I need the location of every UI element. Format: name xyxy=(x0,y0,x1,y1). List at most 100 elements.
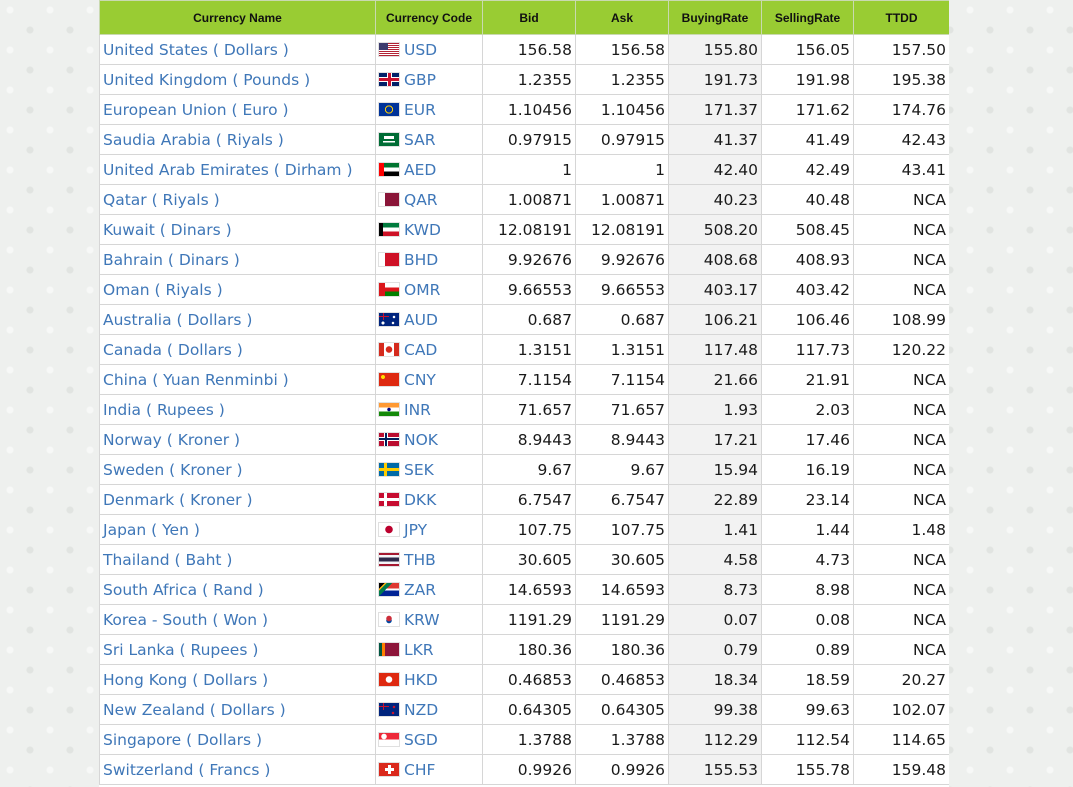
currency-code-link[interactable]: BHD xyxy=(404,250,439,269)
currency-name-link[interactable]: India ( Rupees ) xyxy=(103,400,225,419)
currency-code-link[interactable]: SEK xyxy=(404,460,434,479)
table-row: Denmark ( Kroner ) DKK 6.7547 6.7547 22.89 23… xyxy=(99,484,949,515)
ask-cell: 7.1154 xyxy=(575,364,669,395)
table-row: New Zealand ( Dollars ) NZD 0.64305 0.64305… xyxy=(99,694,949,725)
currency-code-cell: SEK xyxy=(375,454,483,485)
selling-rate-cell: 106.46 xyxy=(761,304,854,335)
currency-code-link[interactable]: CAD xyxy=(404,340,438,359)
currency-name-link[interactable]: Saudia Arabia ( Riyals ) xyxy=(103,130,284,149)
currency-code-link[interactable]: LKR xyxy=(404,640,434,659)
currency-rates-table: Currency Name Currency Code Bid Ask Buyi… xyxy=(99,0,949,785)
currency-code-link[interactable]: THB xyxy=(404,550,436,569)
table-row: Kuwait ( Dinars ) KWD 12.08191 12.08191 508.… xyxy=(99,214,949,245)
currency-name-link[interactable]: Norway ( Kroner ) xyxy=(103,430,241,449)
currency-name-link[interactable]: Australia ( Dollars ) xyxy=(103,310,253,329)
currency-code-link[interactable]: SAR xyxy=(404,130,436,149)
currency-name-link[interactable]: New Zealand ( Dollars ) xyxy=(103,700,286,719)
new-zealand-flag-icon xyxy=(379,702,399,716)
currency-code-link[interactable]: AUD xyxy=(404,310,438,329)
currency-name-link[interactable]: Korea - South ( Won ) xyxy=(103,610,269,629)
currency-name-link[interactable]: European Union ( Euro ) xyxy=(103,100,289,119)
currency-name-link[interactable]: United Arab Emirates ( Dirham ) xyxy=(103,160,353,179)
ttdd-cell: 20.27 xyxy=(853,664,949,695)
currency-name-link[interactable]: United States ( Dollars ) xyxy=(103,40,289,59)
currency-code-link[interactable]: JPY xyxy=(404,520,428,539)
currency-name-link[interactable]: Sri Lanka ( Rupees ) xyxy=(103,640,259,659)
header-selling-rate: SellingRate xyxy=(761,0,854,35)
currency-code-link[interactable]: USD xyxy=(404,40,438,59)
ttdd-cell: NCA xyxy=(853,424,949,455)
currency-code-link[interactable]: EUR xyxy=(404,100,436,119)
selling-rate-cell: 191.98 xyxy=(761,64,854,95)
table-row: United States ( Dollars ) USD 156.58 156.58… xyxy=(99,34,949,65)
table-row: Japan ( Yen ) JPY 107.75 107.75 1.41 1.44 1.48 xyxy=(99,514,949,545)
currency-name-link[interactable]: Qatar ( Riyals ) xyxy=(103,190,220,209)
currency-name-link[interactable]: Switzerland ( Francs ) xyxy=(103,760,271,779)
currency-code-link[interactable]: SGD xyxy=(404,730,438,749)
header-ask: Ask xyxy=(575,0,669,35)
currency-code-link[interactable]: CNY xyxy=(404,370,436,389)
bid-cell: 6.7547 xyxy=(482,484,576,515)
table-row: Sri Lanka ( Rupees ) LKR 180.36 180.36 0.79 0… xyxy=(99,634,949,665)
currency-code-link[interactable]: CHF xyxy=(404,760,436,779)
table-body: United States ( Dollars ) USD 156.58 156.58… xyxy=(99,34,949,785)
currency-name-link[interactable]: China ( Yuan Renminbi ) xyxy=(103,370,289,389)
currency-code-cell: KWD xyxy=(375,214,483,245)
currency-name-link[interactable]: Denmark ( Kroner ) xyxy=(103,490,253,509)
currency-name-link[interactable]: Oman ( Riyals ) xyxy=(103,280,223,299)
currency-name-link[interactable]: Singapore ( Dollars ) xyxy=(103,730,263,749)
ask-cell: 1.3151 xyxy=(575,334,669,365)
currency-code-cell: THB xyxy=(375,544,483,575)
currency-code-link[interactable]: KRW xyxy=(404,610,440,629)
currency-code-link[interactable]: QAR xyxy=(404,190,438,209)
selling-rate-cell: 17.46 xyxy=(761,424,854,455)
table-header: Currency Name Currency Code Bid Ask Buyi… xyxy=(99,0,949,35)
currency-code-link[interactable]: KWD xyxy=(404,220,441,239)
currency-name-link[interactable]: Sweden ( Kroner ) xyxy=(103,460,243,479)
currency-code-link[interactable]: INR xyxy=(404,400,431,419)
currency-name-cell: New Zealand ( Dollars ) xyxy=(99,694,376,725)
sri-lanka-flag-icon xyxy=(379,642,399,656)
currency-code-link[interactable]: NOK xyxy=(404,430,438,449)
currency-code-cell: NOK xyxy=(375,424,483,455)
selling-rate-cell: 156.05 xyxy=(761,34,854,65)
currency-name-link[interactable]: Thailand ( Baht ) xyxy=(103,550,233,569)
header-row: Currency Name Currency Code Bid Ask Buyi… xyxy=(99,0,949,35)
ttdd-cell: 1.48 xyxy=(853,514,949,545)
currency-code-link[interactable]: NZD xyxy=(404,700,439,719)
buying-rate-cell: 191.73 xyxy=(668,64,762,95)
bid-cell: 12.08191 xyxy=(482,214,576,245)
currency-name-link[interactable]: South Africa ( Rand ) xyxy=(103,580,264,599)
hong-kong-flag-icon xyxy=(379,672,399,686)
currency-name-link[interactable]: Kuwait ( Dinars ) xyxy=(103,220,232,239)
selling-rate-cell: 41.49 xyxy=(761,124,854,155)
currency-name-link[interactable]: United Kingdom ( Pounds ) xyxy=(103,70,311,89)
currency-name-link[interactable]: Japan ( Yen ) xyxy=(103,520,200,539)
currency-name-link[interactable]: Hong Kong ( Dollars ) xyxy=(103,670,269,689)
singapore-flag-icon xyxy=(379,732,399,746)
currency-code-cell: QAR xyxy=(375,184,483,215)
selling-rate-cell: 171.62 xyxy=(761,94,854,125)
currency-code-link[interactable]: DKK xyxy=(404,490,437,509)
currency-name-link[interactable]: Canada ( Dollars ) xyxy=(103,340,243,359)
currency-code-link[interactable]: AED xyxy=(404,160,437,179)
currency-code-link[interactable]: HKD xyxy=(404,670,438,689)
currency-code-link[interactable]: GBP xyxy=(404,70,436,89)
selling-rate-cell: 0.89 xyxy=(761,634,854,665)
currency-code-cell: KRW xyxy=(375,604,483,635)
table-row: South Africa ( Rand ) ZAR 14.6593 14.6593 8.… xyxy=(99,574,949,605)
table-row: Sweden ( Kroner ) SEK 9.67 9.67 15.94 16.19 NC… xyxy=(99,454,949,485)
currency-name-link[interactable]: Bahrain ( Dinars ) xyxy=(103,250,240,269)
currency-code-link[interactable]: ZAR xyxy=(404,580,436,599)
ttdd-cell: NCA xyxy=(853,364,949,395)
buying-rate-cell: 106.21 xyxy=(668,304,762,335)
currency-code-cell: GBP xyxy=(375,64,483,95)
currency-code-link[interactable]: OMR xyxy=(404,280,441,299)
currency-code-cell: USD xyxy=(375,34,483,65)
ask-cell: 9.67 xyxy=(575,454,669,485)
ask-cell: 156.58 xyxy=(575,34,669,65)
selling-rate-cell: 40.48 xyxy=(761,184,854,215)
buying-rate-cell: 8.73 xyxy=(668,574,762,605)
uae-flag-icon xyxy=(379,162,399,176)
buying-rate-cell: 117.48 xyxy=(668,334,762,365)
